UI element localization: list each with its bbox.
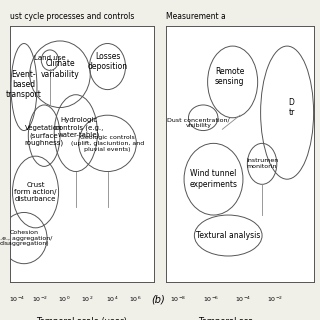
Text: Instrumen
monitorin: Instrumen monitorin [246,158,278,169]
Text: $10^{2}$: $10^{2}$ [81,294,93,304]
Text: Wind tunnel
experiments: Wind tunnel experiments [189,170,237,189]
Text: Textural analysis: Textural analysis [196,231,260,240]
Text: $10^{-4}$: $10^{-4}$ [9,294,25,304]
Text: (b): (b) [152,294,165,304]
Text: Geologic controls
(uplift, glaciuntion, and
pluvial events): Geologic controls (uplift, glaciuntion, … [71,135,144,152]
Text: Temporal sca: Temporal sca [198,317,253,320]
Text: Land use: Land use [34,55,66,60]
Text: Losses
deposition: Losses deposition [87,52,128,71]
Text: Event-
based
transport: Event- based transport [6,69,42,100]
Text: Crust
form action/
disturbance: Crust form action/ disturbance [14,182,57,202]
Text: $10^{-4}$: $10^{-4}$ [235,294,251,304]
Text: $10^{4}$: $10^{4}$ [106,294,118,304]
Text: $10^{6}$: $10^{6}$ [129,294,141,304]
Text: $10^{-2}$: $10^{-2}$ [267,294,283,304]
Text: Climate
variability: Climate variability [41,60,79,79]
Text: ust cycle processes and controls: ust cycle processes and controls [10,12,134,21]
Text: Dust concentration/
visibility: Dust concentration/ visibility [167,117,230,128]
Text: Remote
sensing: Remote sensing [215,67,244,86]
Text: $10^{-8}$: $10^{-8}$ [170,294,186,304]
Text: Measurement a: Measurement a [166,12,226,21]
Text: Temporal scale (year): Temporal scale (year) [36,317,127,320]
Text: D
tr: D tr [288,98,295,117]
Text: $10^{-2}$: $10^{-2}$ [32,294,48,304]
Text: $10^{-6}$: $10^{-6}$ [203,294,219,304]
Text: $10^{0}$: $10^{0}$ [58,294,70,304]
Text: Cohesion
(i.e., aggregation/
disaggregation): Cohesion (i.e., aggregation/ disaggregat… [0,230,52,246]
Text: Hydrologic
controls (e.g.,
water-table): Hydrologic controls (e.g., water-table) [54,117,103,139]
Text: Vegetation
(surface
roughness): Vegetation (surface roughness) [25,125,64,146]
